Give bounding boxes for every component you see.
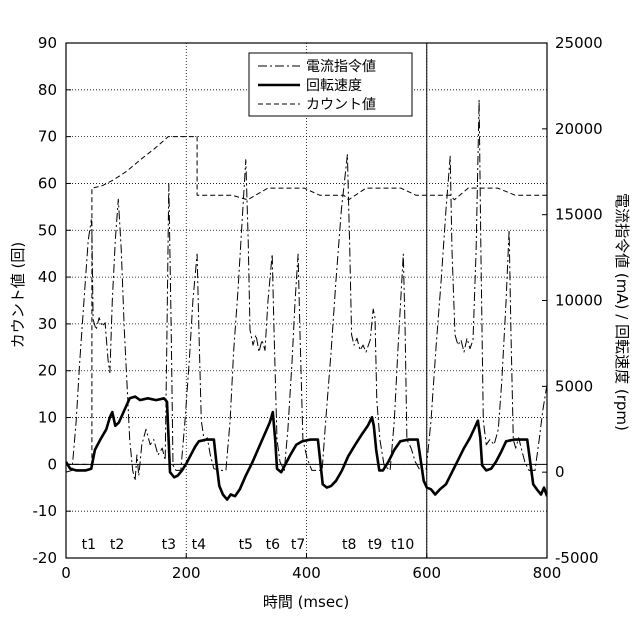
event-label: t6 xyxy=(266,537,280,553)
y-tick-label: 0 xyxy=(47,455,57,473)
x-tick-label: 200 xyxy=(172,564,201,582)
y-axis-title: カウント値 (回) xyxy=(9,242,27,348)
y-tick-label: 70 xyxy=(38,128,57,146)
series-line-rotation-speed xyxy=(66,395,547,501)
event-label: t9 xyxy=(368,537,382,553)
x-tick-label: 600 xyxy=(412,564,441,582)
event-labels: t1 t2 t3 t4 t5 t6 t7 t8 t9 t10 xyxy=(82,537,415,553)
axis-ticks: -20 -10 0 10 20 30 40 50 60 70 80 90 -5000 0 5000 10000… xyxy=(33,34,603,582)
x-tick-label: 400 xyxy=(292,564,321,582)
event-label: t7 xyxy=(291,537,305,553)
x-tick-label: 0 xyxy=(61,564,71,582)
y2-tick-label: 20000 xyxy=(555,120,603,138)
y-tick-label: 40 xyxy=(38,268,57,286)
y2-tick-label: -5000 xyxy=(555,549,599,567)
y-tick-label: 90 xyxy=(38,34,57,52)
y-tick-label: -20 xyxy=(33,549,58,567)
event-label: t4 xyxy=(192,537,206,553)
y-tick-label: -10 xyxy=(33,502,58,520)
series-line-current-command xyxy=(66,99,547,482)
event-label: t2 xyxy=(110,537,124,553)
x-axis-title: 時間 (msec) xyxy=(263,593,349,611)
y2-tick-label: 25000 xyxy=(555,34,603,52)
y-tick-label: 50 xyxy=(38,221,57,239)
event-label: t8 xyxy=(342,537,356,553)
legend-label-count: カウント値 xyxy=(306,97,376,113)
y2-axis-title: 電流指令値 (mA) / 回転速度 (rpm) xyxy=(613,193,631,431)
x-tick-label: 800 xyxy=(533,564,562,582)
y-tick-label: 60 xyxy=(38,174,57,192)
legend-label-speed: 回転速度 xyxy=(306,78,362,94)
y-tick-label: 30 xyxy=(38,315,57,333)
legend: 電流指令値 回転速度 カウント値 xyxy=(248,52,413,117)
y-tick-label: 10 xyxy=(38,409,57,427)
plot-series xyxy=(66,99,547,501)
event-label: t3 xyxy=(162,537,176,553)
y2-tick-label: 10000 xyxy=(555,292,603,310)
y2-tick-label: 15000 xyxy=(555,206,603,224)
event-label: t1 xyxy=(82,537,96,553)
y-tick-label: 20 xyxy=(38,362,57,380)
series-line-count xyxy=(66,136,547,465)
event-label: t5 xyxy=(239,537,253,553)
y2-tick-label: 5000 xyxy=(555,377,593,395)
y2-tick-label: 0 xyxy=(555,463,565,481)
event-label: t10 xyxy=(391,537,414,553)
legend-label-current: 電流指令値 xyxy=(306,59,376,75)
y-tick-label: 80 xyxy=(38,81,57,99)
